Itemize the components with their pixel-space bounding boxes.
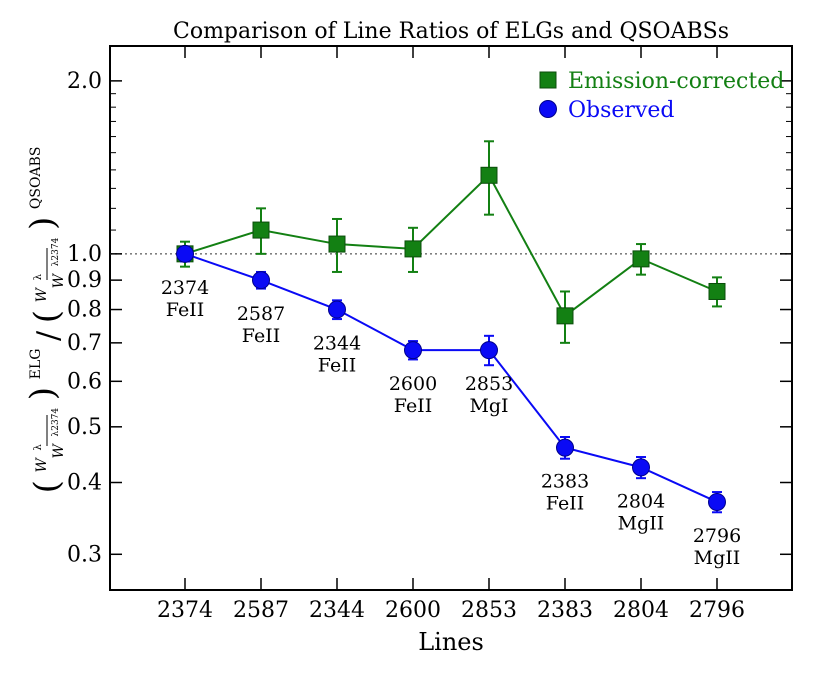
data-point — [328, 235, 346, 253]
data-point — [328, 300, 346, 319]
plot-frame — [109, 45, 793, 591]
y-axis-ticks: 0.3 0.4 0.5 0.6 0.7 0.8 0.91.0 2.0 — [67, 69, 792, 567]
y-tick-label: 0.8 — [67, 298, 102, 323]
ylabel-denominator-sub: λ2374 — [51, 408, 61, 437]
y-axis-label: ( W λ W λ2374 ) ELG / ( W λ W λ2374 ) QS… — [18, 147, 69, 494]
annotation-wavelength: 2383 — [541, 471, 589, 493]
y-tick-label: 0.9 — [67, 268, 102, 293]
svg-text:( W λ W: ( W λ W λ2374 ) ELG / ( W λ W λ2374 ) QS… — [18, 147, 69, 494]
data-point — [176, 244, 194, 263]
series-layer — [176, 140, 726, 514]
annotation-species: FeII — [546, 493, 584, 515]
chart-title: Comparison of Line Ratios of ELGs and QS… — [173, 19, 729, 44]
ylabel-qsoabs: QSOABS — [28, 147, 44, 210]
series-emission-corrected — [176, 140, 726, 344]
data-point — [632, 458, 650, 477]
data-point — [480, 166, 498, 184]
series-observed — [176, 244, 726, 514]
legend: Emission-corrected Observed — [539, 69, 784, 123]
annotation-species: FeII — [394, 395, 432, 417]
data-point — [556, 307, 574, 325]
annotation-wavelength: 2587 — [237, 303, 285, 325]
y-tick-label: 0.3 — [67, 542, 102, 567]
data-point — [252, 271, 270, 290]
annotation-species: MgI — [469, 395, 508, 417]
x-axis-label: Lines — [418, 628, 484, 656]
x-tick-label: 2853 — [461, 598, 517, 623]
annotation-wavelength: 2344 — [313, 333, 361, 355]
y-tick-label: 0.7 — [67, 331, 102, 356]
x-tick-label: 2587 — [233, 598, 289, 623]
data-point — [480, 341, 498, 360]
data-point — [556, 438, 574, 457]
data-point — [708, 282, 726, 300]
y-tick-label: 0.5 — [67, 415, 102, 440]
y-tick-label: 1.0 — [67, 242, 102, 267]
annotation-wavelength: 2796 — [693, 525, 741, 547]
ylabel-numerator-sup: λ — [33, 443, 44, 450]
legend-label-observed: Observed — [568, 98, 674, 123]
annotation-species: FeII — [242, 325, 280, 347]
annotation-species: MgII — [618, 512, 665, 534]
annotation-wavelength: 2374 — [161, 277, 209, 299]
x-tick-label: 2600 — [385, 598, 441, 623]
data-point — [252, 221, 270, 239]
series-line — [184, 252, 718, 503]
data-point — [632, 250, 650, 268]
annotation-wavelength: 2853 — [465, 373, 513, 395]
annotation-species: FeII — [318, 355, 356, 377]
annotation-species: FeII — [166, 299, 204, 321]
x-tick-label: 2383 — [537, 598, 593, 623]
legend-label-emission-corrected: Emission-corrected — [568, 69, 784, 94]
data-point — [708, 492, 726, 511]
x-tick-label: 2374 — [157, 598, 213, 623]
annotation-wavelength: 2804 — [617, 490, 665, 512]
x-tick-label: 2804 — [613, 598, 669, 623]
y-tick-label: 2.0 — [67, 69, 102, 94]
annotation-wavelength: 2600 — [389, 373, 437, 395]
ylabel-elg: ELG — [28, 349, 44, 380]
annotation-species: MgII — [694, 547, 741, 569]
data-point — [404, 240, 422, 258]
x-tick-label: 2796 — [689, 598, 745, 623]
data-point — [404, 341, 422, 360]
legend-marker-observed — [539, 100, 557, 118]
ylabel-numerator-var: W — [34, 457, 50, 473]
y-tick-label: 0.6 — [67, 369, 102, 394]
x-tick-label: 2344 — [309, 598, 365, 623]
x-axis-ticks: 2374 2587 2344 2600 2853 2383 2804 2796 — [157, 46, 745, 623]
y-tick-label: 0.4 — [67, 471, 102, 496]
legend-marker-emission-corrected — [539, 71, 557, 89]
series-line — [184, 173, 718, 318]
